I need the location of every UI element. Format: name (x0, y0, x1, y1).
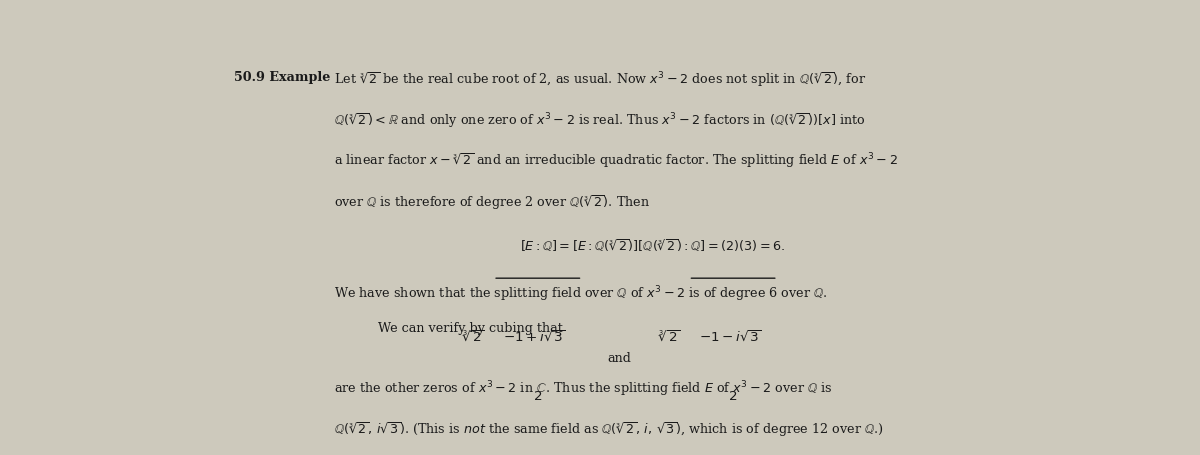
Text: $\mathbb{Q}(\sqrt[3]{2}) < \mathbb{R}$ and only one zero of $x^3 - 2$ is real. T: $\mathbb{Q}(\sqrt[3]{2}) < \mathbb{R}$ a… (334, 111, 865, 130)
Text: $[E : \mathbb{Q}] = [E : \mathbb{Q}(\sqrt[3]{2})][\mathbb{Q}(\sqrt[3]{2}) : \mat: $[E : \mathbb{Q}] = [E : \mathbb{Q}(\sqr… (520, 237, 785, 253)
Text: over $\mathbb{Q}$ is therefore of degree 2 over $\mathbb{Q}(\sqrt[3]{2})$. Then: over $\mathbb{Q}$ is therefore of degree… (334, 193, 650, 212)
Text: $2$: $2$ (728, 389, 738, 402)
Text: a linear factor $x - \sqrt[3]{2}$ and an irreducible quadratic factor. The split: a linear factor $x - \sqrt[3]{2}$ and an… (334, 152, 898, 171)
Text: are the other zeros of $x^3 - 2$ in $\mathbb{C}$. Thus the splitting field $E$ o: are the other zeros of $x^3 - 2$ in $\ma… (334, 379, 833, 398)
Text: and: and (607, 351, 631, 364)
Text: $\mathbb{Q}(\sqrt[3]{2},\, i\sqrt{3})$. (This is $\mathit{not}$ the same field a: $\mathbb{Q}(\sqrt[3]{2},\, i\sqrt{3})$. … (334, 420, 883, 438)
Text: Let $\sqrt[3]{2}$ be the real cube root of 2, as usual. Now $x^3 - 2$ does not s: Let $\sqrt[3]{2}$ be the real cube root … (334, 71, 866, 89)
Text: We have shown that the splitting field over $\mathbb{Q}$ of $x^3 - 2$ is of degr: We have shown that the splitting field o… (334, 284, 828, 303)
Text: $\sqrt[3]{2}$: $\sqrt[3]{2}$ (658, 329, 680, 344)
Text: We can verify by cubing that: We can verify by cubing that (378, 321, 563, 334)
Text: 50.9 Example: 50.9 Example (234, 71, 330, 83)
Text: $2$: $2$ (533, 389, 542, 402)
Text: $-1-i\sqrt{3}$: $-1-i\sqrt{3}$ (698, 329, 762, 344)
Text: $-1+i\sqrt{3}$: $-1+i\sqrt{3}$ (504, 329, 566, 344)
Text: $\sqrt[3]{2}$: $\sqrt[3]{2}$ (462, 329, 485, 344)
